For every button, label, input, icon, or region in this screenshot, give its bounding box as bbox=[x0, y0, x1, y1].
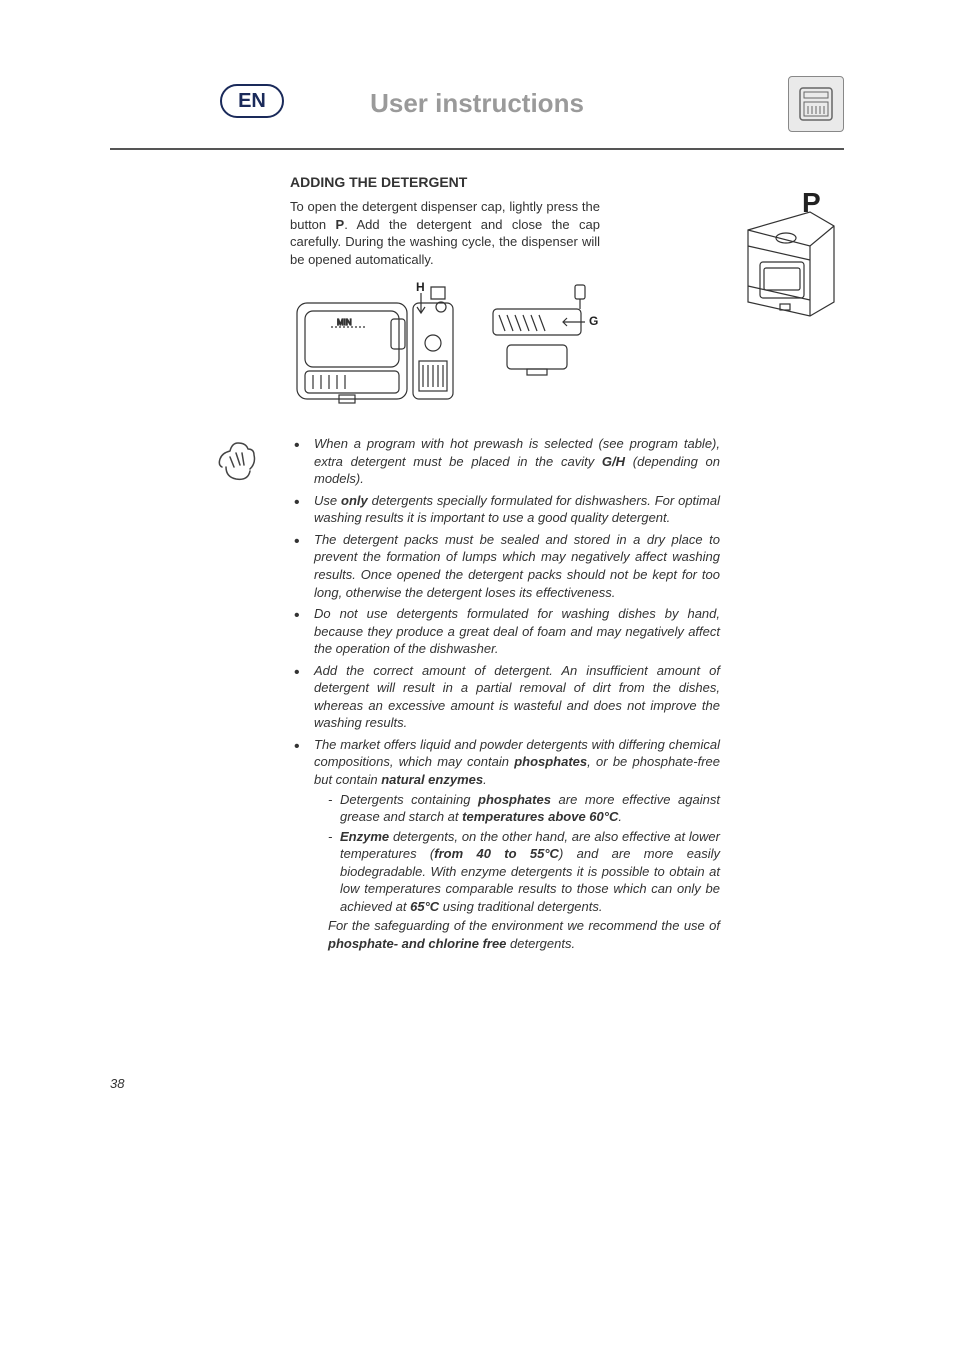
note-item: The detergent packs must be sealed and s… bbox=[290, 531, 720, 601]
intro-paragraph: To open the detergent dispenser cap, lig… bbox=[290, 198, 600, 268]
note-item: Use only detergents specially formulated… bbox=[290, 492, 720, 527]
dispenser-figure-g: G bbox=[476, 278, 608, 415]
note-text-bold: G/H bbox=[602, 454, 625, 469]
dispenser-p-figure: P bbox=[740, 190, 840, 320]
note-text: For the safeguarding of the environment … bbox=[328, 918, 720, 933]
note-item: Add the correct amount of detergent. An … bbox=[290, 662, 720, 732]
note-text: . bbox=[618, 809, 622, 824]
note-text: detergents. bbox=[506, 936, 575, 951]
note-text-bold: only bbox=[341, 493, 368, 508]
note-sublist: Detergents containing phosphates are mor… bbox=[314, 791, 720, 916]
note-item: The market offers liquid and powder dete… bbox=[290, 736, 720, 953]
note-text-bold: phosphates bbox=[478, 792, 551, 807]
page: EN User instructions ADDING THE DETERGEN… bbox=[0, 0, 954, 1351]
note-text-bold: temperatures above 60°C bbox=[462, 809, 618, 824]
note-text-bold: natural enzymes bbox=[381, 772, 483, 787]
attention-hand-icon bbox=[210, 437, 260, 487]
note-text-bold: Enzyme bbox=[340, 829, 389, 844]
note-text: Do not use detergents formulated for was… bbox=[314, 606, 720, 656]
note-item: Do not use detergents formulated for was… bbox=[290, 605, 720, 658]
intro-text-button-letter: P bbox=[336, 217, 345, 232]
content-column: ADDING THE DETERGENT To open the deterge… bbox=[290, 174, 720, 415]
note-item: When a program with hot prewash is selec… bbox=[290, 435, 720, 488]
note-subitem: Enzyme detergents, on the other hand, ar… bbox=[328, 828, 720, 916]
page-number: 38 bbox=[110, 1076, 124, 1091]
dispenser-detail-figures: H MIN bbox=[290, 278, 720, 415]
note-text: Add the correct amount of detergent. An … bbox=[314, 663, 720, 731]
note-text: using traditional detergents. bbox=[439, 899, 602, 914]
notes-list: When a program with hot prewash is selec… bbox=[290, 435, 720, 952]
dispenser-figure-h: H MIN bbox=[290, 278, 462, 415]
fig-label-g: G bbox=[589, 314, 598, 328]
note-text: . bbox=[483, 772, 487, 787]
section-heading: ADDING THE DETERGENT bbox=[290, 174, 720, 190]
intro-row: To open the detergent dispenser cap, lig… bbox=[290, 198, 720, 415]
dishwasher-manual-icon bbox=[788, 76, 844, 132]
page-title: User instructions bbox=[110, 88, 844, 119]
note-text-bold: 65°C bbox=[410, 899, 439, 914]
note-text-bold: phosphates bbox=[514, 754, 587, 769]
fig-label-min: MIN bbox=[337, 318, 352, 327]
note-text: Use bbox=[314, 493, 341, 508]
note-text-bold: from 40 to 55°C bbox=[434, 846, 559, 861]
notes-block: When a program with hot prewash is selec… bbox=[290, 435, 720, 952]
note-text-bold: phosphate- and chlorine free bbox=[328, 936, 506, 951]
note-subitem: Detergents containing phosphates are mor… bbox=[328, 791, 720, 826]
note-text: The detergent packs must be sealed and s… bbox=[314, 532, 720, 600]
fig-label-h: H bbox=[416, 280, 425, 294]
page-header: EN User instructions bbox=[110, 80, 844, 140]
note-text: detergents specially formulated for dish… bbox=[314, 493, 720, 526]
note-trailing: For the safeguarding of the environment … bbox=[314, 917, 720, 952]
header-rule bbox=[110, 148, 844, 150]
note-text: Detergents containing bbox=[340, 792, 478, 807]
